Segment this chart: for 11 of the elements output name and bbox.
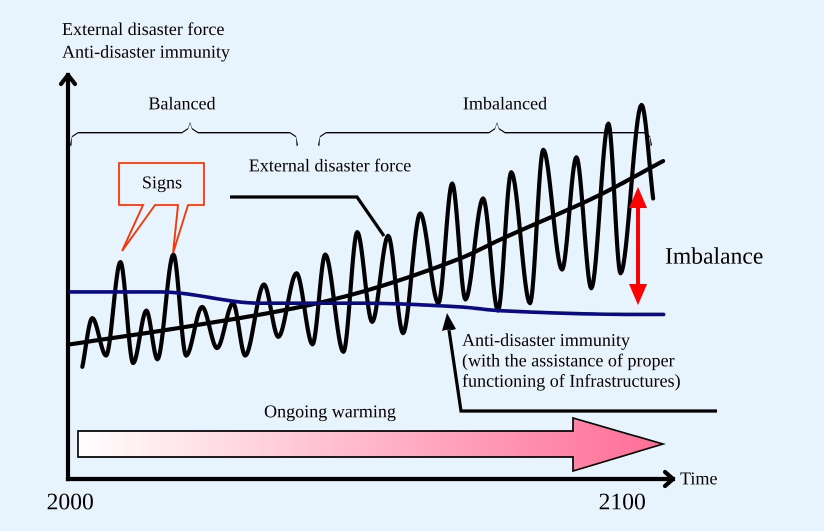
annotation: Ongoing warming (264, 405, 396, 422)
x-tick-label: 2100 (600, 494, 645, 510)
x-axis-title: Time (680, 472, 717, 485)
annotation: Balanced (148, 96, 216, 110)
y-axis-title: External disaster force Anti-disaster immunity (62, 22, 230, 62)
annotation: Signs (143, 176, 182, 192)
annotation: Imbalanced (464, 96, 547, 110)
series-label: Anti-disaster immunity (with the assistance of proper functioning of Infrastructures) (462, 333, 680, 391)
x-tick-label: 2000 (48, 494, 93, 510)
text: External disaster force (249, 158, 411, 172)
annotation: Imbalance (666, 247, 762, 264)
